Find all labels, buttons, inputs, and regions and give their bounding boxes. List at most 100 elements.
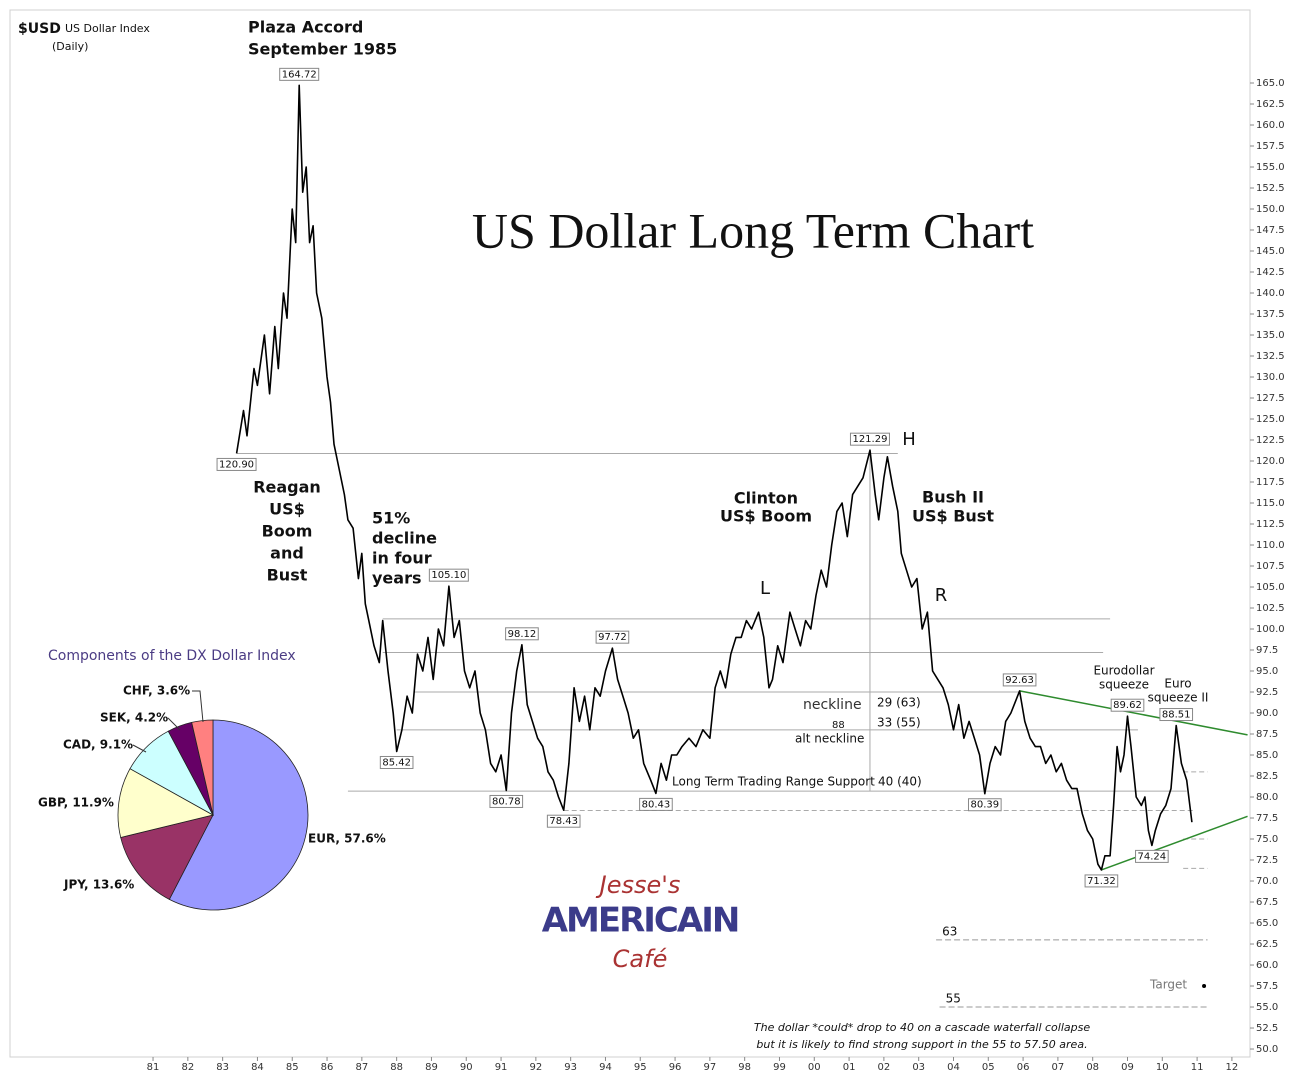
- period: (Daily): [52, 40, 88, 53]
- value-box-label: 74.24: [1138, 851, 1167, 862]
- pie-leader: [192, 690, 204, 723]
- x-tick-label: 12: [1226, 1062, 1239, 1072]
- trendline: [1101, 815, 1248, 871]
- x-tick-label: 93: [564, 1062, 577, 1072]
- value-box: 80.39: [967, 798, 1002, 812]
- x-tick-label: 99: [773, 1062, 786, 1072]
- x-tick-label: 87: [355, 1062, 368, 1072]
- x-tick-label: 04: [947, 1062, 960, 1072]
- value-box-label: 85.42: [382, 757, 411, 768]
- value-box-label: 92.63: [1005, 675, 1034, 686]
- y-tick-label: 155.0: [1256, 162, 1285, 173]
- x-tick-label: 97: [704, 1062, 717, 1072]
- value-box-frame: [1159, 708, 1194, 722]
- value-box: 164.72: [279, 67, 320, 81]
- value-box-label: 89.62: [1113, 700, 1142, 711]
- value-box-label: 80.78: [492, 796, 521, 807]
- annotation: US$ Bust: [912, 507, 994, 526]
- x-tick-label: 09: [1121, 1062, 1134, 1072]
- value-box: 74.24: [1135, 849, 1169, 863]
- value-box-label: 97.72: [598, 632, 627, 643]
- y-tick-label: 150.0: [1256, 204, 1285, 215]
- y-tick-label: 75.0: [1256, 834, 1278, 845]
- annotation: L: [760, 578, 770, 599]
- annotation: years: [372, 569, 422, 588]
- y-tick-label: 130.0: [1256, 372, 1285, 383]
- value-box-frame: [489, 794, 524, 808]
- value-box: 80.78: [489, 794, 524, 808]
- pie-slice: [120, 814, 214, 900]
- value-box: 105.10: [428, 568, 469, 582]
- y-tick-label: 127.5: [1256, 393, 1285, 404]
- y-tick-label: 135.0: [1256, 330, 1285, 341]
- value-box: 121.29: [849, 432, 890, 446]
- annotation: 51%: [372, 509, 410, 528]
- x-tick-label: 10: [1156, 1062, 1169, 1072]
- target-label: 55: [946, 992, 961, 1006]
- value-box: 97.72: [595, 630, 630, 644]
- x-tick-label: 82: [181, 1062, 194, 1072]
- y-tick-label: 112.5: [1256, 519, 1285, 530]
- y-tick-label: 152.5: [1256, 183, 1285, 194]
- y-tick-label: 107.5: [1256, 561, 1285, 572]
- annotation: 29 (63): [877, 696, 921, 710]
- y-tick-label: 162.5: [1256, 99, 1285, 110]
- y-tick-label: 77.5: [1256, 813, 1278, 824]
- value-box: 89.62: [1110, 698, 1145, 712]
- y-tick-label: 137.5: [1256, 309, 1285, 320]
- value-box-frame: [505, 627, 539, 641]
- x-tick-label: 03: [912, 1062, 925, 1072]
- symbol: $USD: [18, 21, 61, 37]
- x-tick-label: 07: [1052, 1062, 1065, 1072]
- x-tick-label: 91: [495, 1062, 508, 1072]
- value-box-label: 71.32: [1087, 876, 1116, 887]
- y-tick-label: 52.5: [1256, 1023, 1278, 1034]
- y-tick-label: 120.0: [1256, 456, 1285, 467]
- x-tick-label: 81: [147, 1062, 160, 1072]
- value-box-label: 98.12: [508, 629, 537, 640]
- annotation: neckline: [803, 697, 862, 713]
- logo-text: Café: [613, 945, 668, 973]
- x-tick-label: 02: [878, 1062, 891, 1072]
- annotation: R: [935, 585, 948, 606]
- y-tick-label: 165.0: [1256, 78, 1285, 89]
- chart-title: US Dollar Long Term Chart: [472, 202, 1034, 258]
- y-tick-label: 115.0: [1256, 498, 1285, 509]
- value-box-frame: [1084, 874, 1119, 888]
- y-tick-label: 65.0: [1256, 918, 1278, 929]
- pie-label: CHF, 3.6%: [123, 684, 190, 698]
- x-tick-label: 06: [1017, 1062, 1030, 1072]
- annotation: Plaza Accord: [248, 18, 363, 37]
- annotation: squeeze: [1099, 678, 1149, 692]
- y-tick-label: 95.0: [1256, 666, 1278, 677]
- y-tick-label: 110.0: [1256, 540, 1285, 551]
- logo-text: Jesse's: [596, 871, 681, 899]
- annotation: Eurodollar: [1093, 664, 1154, 678]
- annotation: in four: [372, 549, 432, 568]
- x-tick-label: 00: [808, 1062, 821, 1072]
- value-box-frame: [428, 568, 469, 582]
- y-tick-label: 122.5: [1256, 435, 1285, 446]
- x-tick-label: 94: [599, 1062, 612, 1072]
- target-dot: [1202, 984, 1207, 989]
- value-box-label: 88.51: [1162, 710, 1191, 721]
- value-box-frame: [379, 755, 414, 769]
- y-tick-label: 140.0: [1256, 288, 1285, 299]
- annotation: Clinton: [734, 489, 798, 508]
- y-tick-label: 62.5: [1256, 939, 1278, 950]
- value-box: 71.32: [1084, 874, 1119, 888]
- value-box-label: 80.43: [642, 799, 671, 810]
- annotation: Bush II: [922, 488, 984, 507]
- pie-leader: [132, 744, 147, 753]
- value-box-frame: [279, 67, 320, 81]
- pie-label: EUR, 57.6%: [308, 832, 386, 846]
- value-box: 80.43: [639, 797, 673, 811]
- y-tick-label: 72.5: [1256, 855, 1278, 866]
- y-tick-label: 97.5: [1256, 645, 1278, 656]
- pie-label: SEK, 4.2%: [100, 711, 168, 725]
- pie-slice: [191, 719, 214, 816]
- value-box-frame: [639, 797, 673, 811]
- y-tick-label: 57.5: [1256, 981, 1278, 992]
- value-box-frame: [216, 457, 257, 471]
